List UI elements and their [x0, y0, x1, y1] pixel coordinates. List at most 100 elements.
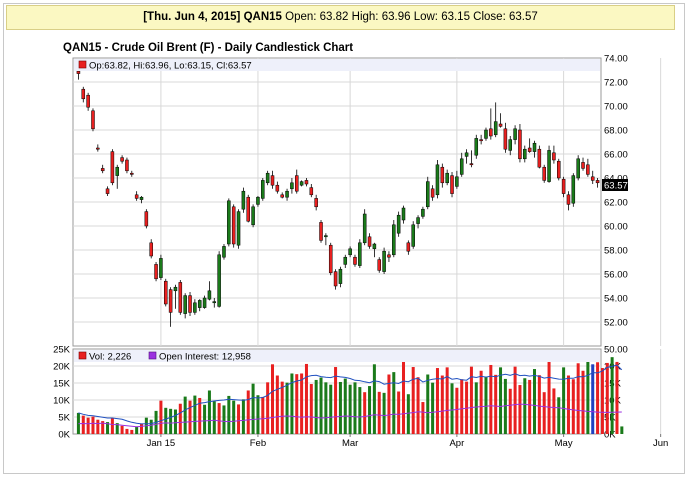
open-interest-line — [78, 403, 622, 428]
price-legend-background — [74, 59, 600, 71]
candle-body — [392, 224, 396, 256]
volume-bar — [508, 388, 512, 434]
candle-body — [314, 198, 318, 208]
candle-body — [309, 187, 314, 196]
volume-bar — [91, 416, 95, 434]
volume-bar — [232, 400, 236, 434]
candle-body — [86, 94, 90, 108]
candle-body — [319, 222, 323, 241]
volume-bar — [600, 368, 604, 434]
open-interest-tick-label: 5K — [604, 413, 616, 424]
candle-body — [401, 207, 406, 221]
volume-bar — [203, 404, 207, 434]
open-interest-top-tick-label: 50.00 — [604, 345, 628, 356]
volume-bar — [309, 384, 313, 434]
candle-body — [168, 289, 173, 313]
volume-bar — [212, 401, 216, 434]
volume-bar — [431, 382, 435, 434]
volume-bar — [489, 364, 493, 434]
volume-bar — [532, 369, 537, 434]
candle-body — [518, 129, 522, 160]
candle-body — [421, 208, 425, 217]
candle-body — [299, 181, 304, 186]
candle-body — [304, 180, 309, 185]
last-price-tag-background — [602, 179, 628, 191]
volume-bar — [314, 379, 318, 434]
hover-high-label: High: — [351, 11, 379, 23]
candle-body — [130, 172, 134, 175]
volume-bar — [178, 403, 182, 434]
volume-bar — [125, 428, 129, 434]
candle-body — [484, 129, 488, 139]
volume-bar — [169, 408, 173, 434]
candle-body — [290, 182, 294, 190]
candle-body — [547, 150, 551, 182]
volume-bar — [547, 358, 551, 434]
candle-body — [324, 235, 328, 238]
volume-bar — [421, 402, 425, 434]
candle-body — [459, 158, 464, 175]
volume-bar — [285, 382, 289, 434]
volume-bar — [494, 374, 498, 434]
volume-legend-swatch — [78, 351, 87, 360]
volume-bar — [596, 362, 600, 434]
volume-bar — [139, 423, 144, 434]
open-interest-legend-text: Open Interest: 12,958 — [159, 352, 251, 363]
x-axis: Jan 15 Feb Mar Apr May Jun — [147, 434, 668, 449]
volume-tick-label: 0K — [58, 430, 70, 441]
volume-bar — [411, 367, 415, 434]
volume-bar — [193, 395, 197, 434]
price-tick-label: 54.00 — [604, 294, 628, 305]
candle-body — [222, 246, 226, 258]
candle-body — [561, 178, 566, 194]
x-tick-label: Jan 15 — [147, 438, 176, 449]
volume-bar — [256, 395, 260, 434]
candle-body — [595, 180, 600, 184]
price-tick-label: 74.00 — [604, 54, 628, 65]
price-tick-label: 52.00 — [604, 318, 628, 329]
candle-body — [251, 206, 255, 226]
candle-body — [328, 244, 333, 274]
volume-bar — [460, 379, 464, 434]
candle-body — [295, 175, 299, 192]
price-tick-label: 60.00 — [604, 222, 628, 233]
candle-body — [183, 295, 187, 314]
volume-bar — [615, 361, 619, 434]
volume-bar — [542, 392, 546, 434]
volume-bar — [397, 391, 401, 434]
candle-body — [440, 166, 445, 184]
volume-tick-label: 25K — [53, 345, 71, 356]
price-tick-label: 68.00 — [604, 126, 628, 137]
volume-bar — [290, 373, 294, 434]
volume-bar — [164, 407, 168, 434]
candle-body — [358, 242, 362, 266]
volume-bar — [387, 374, 391, 434]
candle-body — [149, 242, 153, 257]
candle-body — [474, 138, 479, 156]
volume-bar — [566, 375, 570, 434]
volume-bar — [469, 366, 473, 434]
volume-bar — [518, 385, 522, 434]
price-tick-label: 70.00 — [604, 102, 628, 113]
x-tick-label: May — [555, 438, 573, 449]
volume-bar — [198, 397, 202, 434]
candle-body — [387, 254, 391, 258]
candle-body — [532, 142, 537, 152]
volume-bar — [537, 375, 541, 434]
candle-body — [246, 196, 250, 222]
candle-body — [406, 242, 411, 252]
candle-body — [139, 196, 144, 200]
candle-body — [343, 256, 348, 265]
volume-bar — [523, 378, 527, 434]
volume-bar — [484, 376, 488, 434]
volume-bar — [401, 357, 406, 434]
volume-bar — [237, 404, 241, 434]
candle-body — [372, 243, 377, 250]
volume-bar — [358, 387, 362, 434]
price-legend-text: Op:63.82, Hi:63.96, Lo:63.15, Cl:63.57 — [89, 61, 252, 72]
candle-body — [270, 175, 275, 186]
candle-body — [493, 121, 498, 136]
volume-moving-average-line — [78, 364, 623, 425]
candle-body — [367, 236, 372, 247]
